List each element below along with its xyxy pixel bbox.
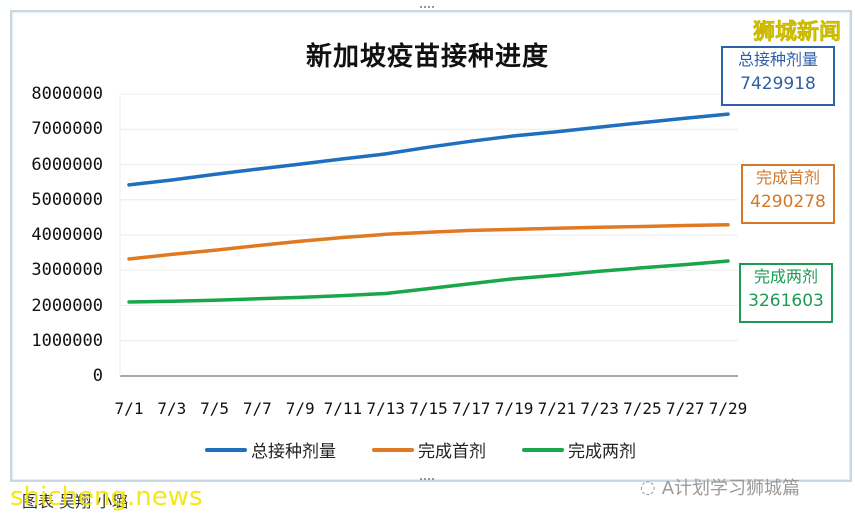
x-tick-label: 7/7 — [242, 399, 272, 418]
legend-item-two-doses: 完成两剂 — [522, 437, 636, 462]
x-tick-label: 7/25 — [623, 399, 662, 418]
legend-item-total: 总接种剂量 — [205, 437, 336, 462]
y-tick-label: 3000000 — [31, 260, 103, 281]
chart-frame — [10, 10, 852, 482]
legend-line-icon — [372, 447, 414, 452]
x-tick-label: 7/5 — [200, 399, 230, 418]
legend-line-icon — [522, 447, 564, 452]
series-line — [127, 112, 730, 187]
brand-logo: 狮城新闻 — [752, 20, 842, 46]
callout-value: 4290278 — [750, 192, 826, 212]
resize-handle-bottom[interactable] — [420, 478, 434, 484]
watermark-right-text: A计划学习狮城篇 — [661, 478, 801, 499]
x-tick-label: 7/13 — [366, 399, 405, 418]
legend: 总接种剂量 完成首剂 完成两剂 — [205, 437, 636, 462]
y-tick-label: 2000000 — [31, 295, 103, 316]
legend-item-first-dose: 完成首剂 — [372, 437, 486, 462]
x-tick-label: 7/21 — [537, 399, 577, 418]
legend-label: 总接种剂量 — [251, 442, 336, 462]
x-tick-label: 7/27 — [665, 399, 705, 418]
callout-label: 完成两剂 — [753, 267, 818, 286]
callout-label: 完成首剂 — [755, 168, 820, 187]
legend-line-icon — [205, 447, 247, 452]
x-tick-label: 7/9 — [285, 399, 315, 418]
resize-handle-top[interactable] — [420, 6, 434, 12]
y-tick-label: 7000000 — [31, 119, 103, 140]
y-tick-label: 1000000 — [31, 330, 103, 351]
x-tick-label: 7/1 — [114, 399, 144, 418]
callout-first-dose: 完成首剂 4290278 — [741, 164, 835, 224]
series-line — [127, 223, 730, 261]
legend-label: 完成首剂 — [418, 442, 486, 462]
watermark-left: shicheng.news — [10, 482, 203, 512]
legend-label: 完成两剂 — [568, 442, 636, 462]
x-tick-label: 7/11 — [323, 399, 363, 418]
series-line — [127, 259, 730, 304]
wechat-icon: ◌ — [640, 476, 656, 498]
x-tick-label: 7/19 — [494, 399, 534, 418]
y-tick-label: 6000000 — [31, 154, 103, 175]
y-tick-label: 4000000 — [31, 225, 103, 245]
x-tick-label: 7/17 — [452, 399, 491, 418]
y-tick-label: 5000000 — [31, 189, 103, 210]
callout-total-doses: 总接种剂量 7429918 — [721, 46, 835, 106]
callout-label: 总接种剂量 — [737, 50, 818, 69]
x-tick-label: 7/3 — [157, 399, 187, 418]
callout-value: 3261603 — [748, 291, 824, 311]
x-tick-label: 7/29 — [708, 399, 748, 418]
x-tick-label: 7/15 — [409, 399, 448, 418]
watermark-right: ◌ A计划学习狮城篇 — [640, 474, 800, 500]
chart-title: 新加坡疫苗接种进度 — [305, 42, 549, 72]
callout-two-doses: 完成两剂 3261603 — [739, 263, 833, 323]
caption: 图表 吴翔 小璐 — [22, 492, 129, 511]
y-tick-label: 0 — [92, 366, 103, 386]
x-tick-label: 7/23 — [580, 399, 619, 418]
y-tick-label: 8000000 — [31, 84, 103, 104]
callout-value: 7429918 — [740, 74, 816, 94]
